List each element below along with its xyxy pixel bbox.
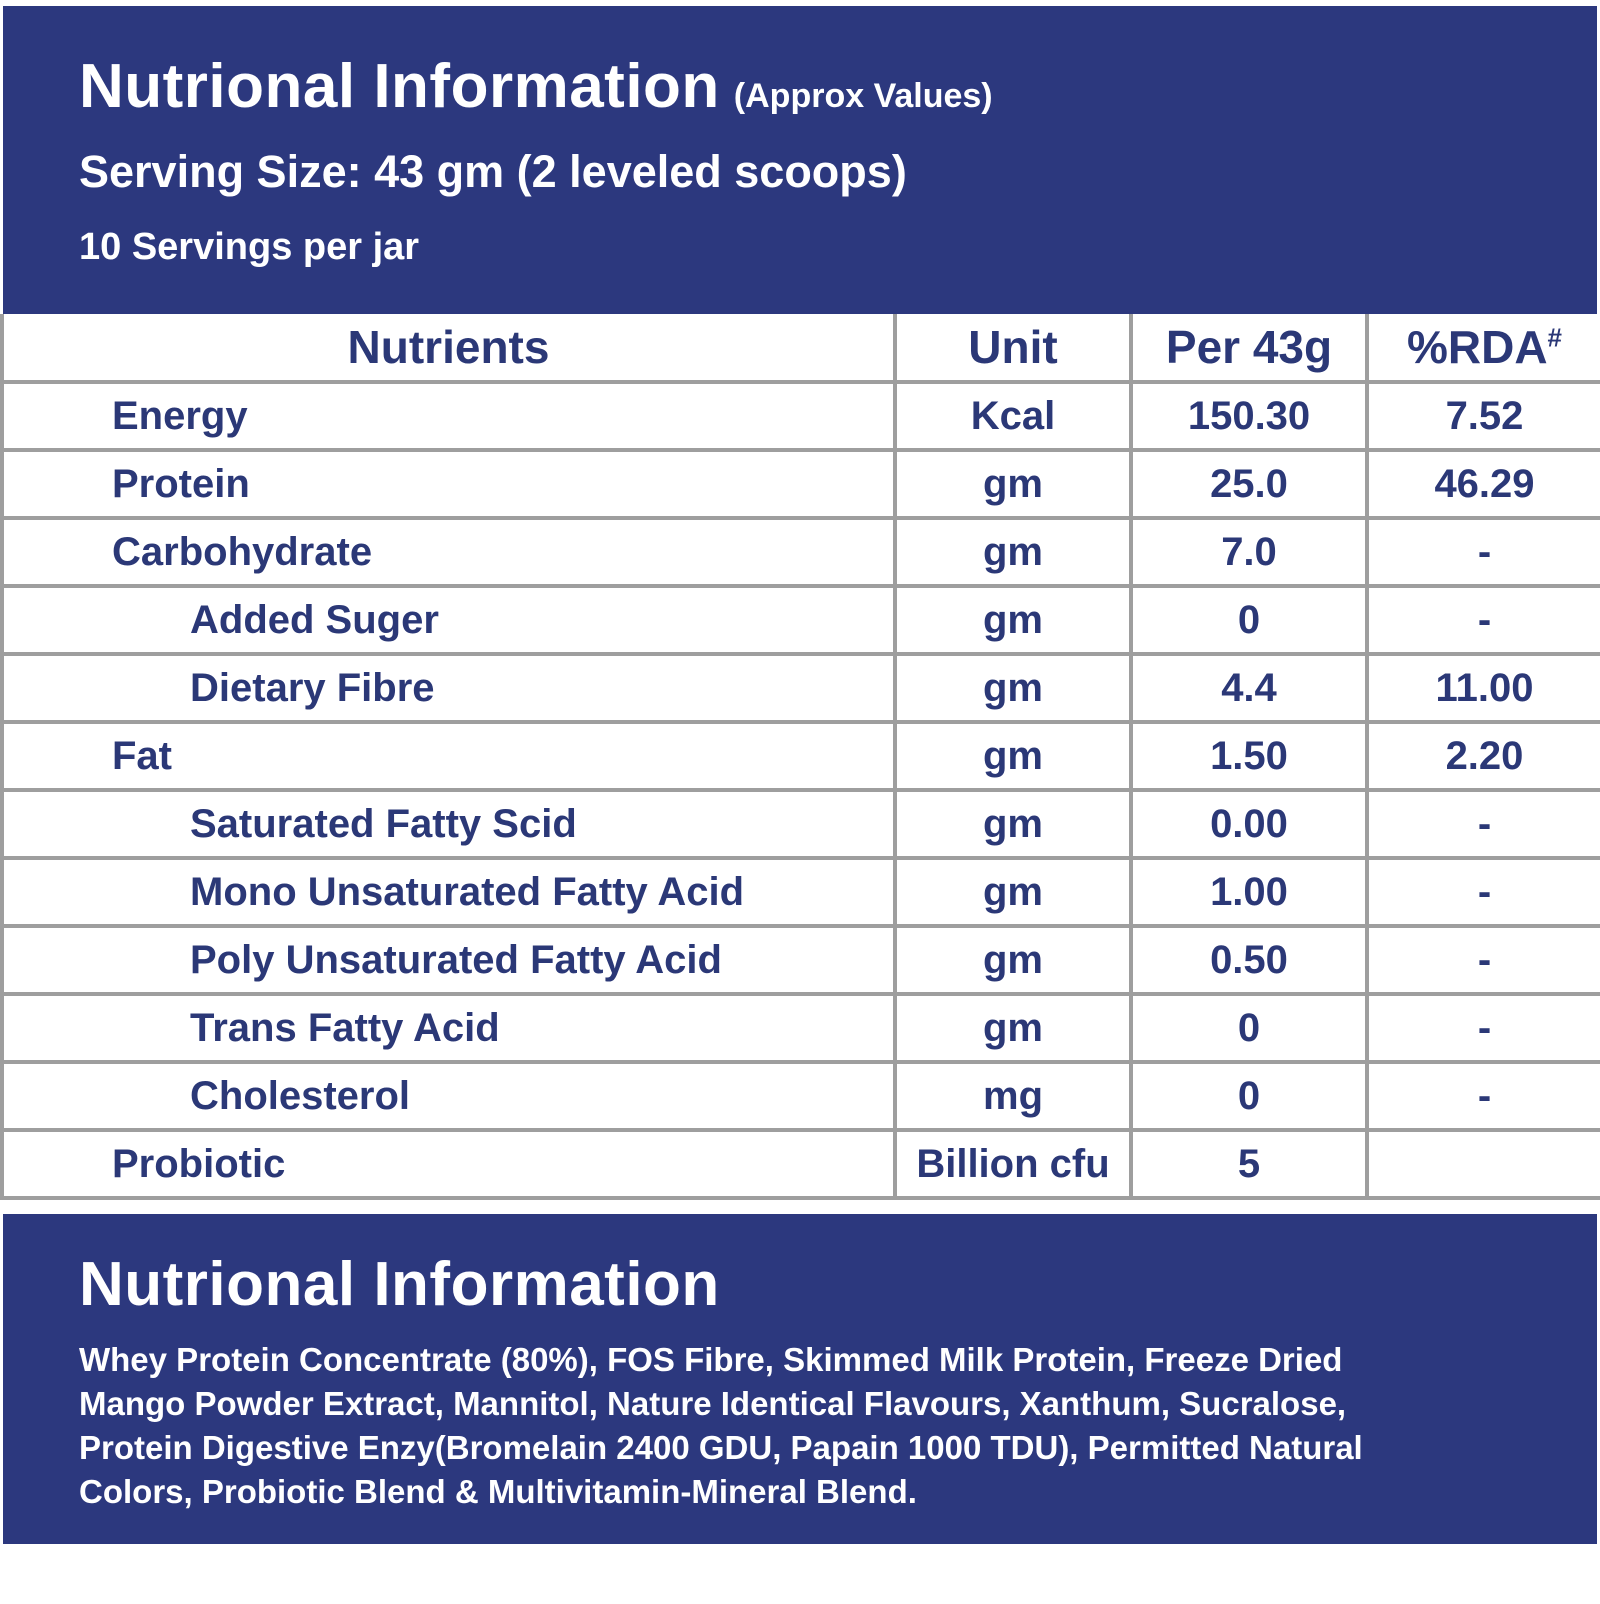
nutrient-per-43g: 150.30 bbox=[1129, 380, 1369, 452]
nutrient-unit: gm bbox=[893, 720, 1133, 792]
nutrient-unit: Billion cfu bbox=[893, 1128, 1133, 1200]
nutrient-rda: 2.20 bbox=[1365, 720, 1600, 792]
nutrient-rda bbox=[1365, 1128, 1600, 1200]
nutrient-name: Saturated Fatty Scid bbox=[0, 788, 897, 860]
nutrient-rda: - bbox=[1365, 924, 1600, 996]
nutrients-table: Nutrients Unit Per 43g %RDA# Energy Kcal 1… bbox=[0, 314, 1600, 1200]
nutrient-name: Trans Fatty Acid bbox=[0, 992, 897, 1064]
ingredients-list-text: Whey Protein Concentrate (80%), FOS Fibr… bbox=[79, 1341, 1363, 1511]
nutrient-name: Poly Unsaturated Fatty Acid bbox=[0, 924, 897, 996]
nutrient-name: Added Suger bbox=[0, 584, 897, 656]
servings-per-jar-text: 10 Servings per jar bbox=[79, 226, 420, 269]
table-row: Energy Kcal 150.30 7.52 bbox=[0, 380, 1600, 452]
nutrient-unit: gm bbox=[893, 516, 1133, 588]
ingredients-section: Nutrional Information Whey Protein Conce… bbox=[3, 1214, 1597, 1544]
table-row: Cholesterol mg 0- bbox=[0, 1060, 1600, 1132]
table-row: Mono Unsaturated Fatty Acid gm 1.00- bbox=[0, 856, 1600, 928]
nutrient-name: Fat bbox=[0, 720, 897, 792]
table-row: Trans Fatty Acid gm 0- bbox=[0, 992, 1600, 1064]
nutrient-rda: - bbox=[1365, 516, 1600, 588]
table-header-row: Nutrients Unit Per 43g %RDA# bbox=[0, 314, 1600, 384]
nutrient-per-43g: 1.50 bbox=[1129, 720, 1369, 792]
nutrients-table-header: Nutrients Unit Per 43g %RDA# bbox=[0, 314, 1600, 384]
nutrient-rda: 46.29 bbox=[1365, 448, 1600, 520]
approx-values-note: (Approx Values) bbox=[733, 77, 993, 115]
table-row: Poly Unsaturated Fatty Acid gm 0.50- bbox=[0, 924, 1600, 996]
table-row: Protein gm 25.0 46.29 bbox=[0, 448, 1600, 520]
nutrient-per-43g: 0 bbox=[1129, 992, 1369, 1064]
nutrient-name: Protein bbox=[0, 448, 897, 520]
column-header-unit: Unit bbox=[893, 314, 1133, 384]
table-row: Dietary Fibre gm 4.4 11.00 bbox=[0, 652, 1600, 724]
nutrient-unit: gm bbox=[893, 788, 1133, 860]
nutrient-per-43g: 25.0 bbox=[1129, 448, 1369, 520]
nutrient-unit: mg bbox=[893, 1060, 1133, 1132]
header-title-row: Nutrional Information (Approx Values) bbox=[79, 50, 1557, 124]
rda-label: %RDA bbox=[1406, 321, 1548, 373]
nutrient-name: Probiotic bbox=[0, 1128, 897, 1200]
page-title: Nutrional Information bbox=[79, 52, 720, 121]
nutrient-unit: gm bbox=[893, 992, 1133, 1064]
nutrient-name: Mono Unsaturated Fatty Acid bbox=[0, 856, 897, 928]
rda-footnote-marker: # bbox=[1547, 322, 1563, 353]
nutrient-rda: - bbox=[1365, 584, 1600, 656]
table-row: Probiotic Billion cfu 5 bbox=[0, 1128, 1600, 1200]
column-header-per-43g: Per 43g bbox=[1129, 314, 1369, 384]
nutrient-name: Cholesterol bbox=[0, 1060, 897, 1132]
nutrient-rda: - bbox=[1365, 992, 1600, 1064]
nutrient-per-43g: 0.50 bbox=[1129, 924, 1369, 996]
nutrient-unit: gm bbox=[893, 448, 1133, 520]
nutrient-per-43g: 0.00 bbox=[1129, 788, 1369, 860]
table-row: Fat gm 1.50 2.20 bbox=[0, 720, 1600, 792]
nutrient-per-43g: 7.0 bbox=[1129, 516, 1369, 588]
nutrient-unit: gm bbox=[893, 924, 1133, 996]
nutrient-per-43g: 1.00 bbox=[1129, 856, 1369, 928]
nutrient-unit: gm bbox=[893, 856, 1133, 928]
table-row: Saturated Fatty Scid gm 0.00- bbox=[0, 788, 1600, 860]
nutrient-name: Energy bbox=[0, 380, 897, 452]
nutrient-rda: - bbox=[1365, 1060, 1600, 1132]
serving-size-text: Serving Size: 43 gm (2 leveled scoops) bbox=[79, 146, 907, 198]
nutrient-name: Dietary Fibre bbox=[0, 652, 897, 724]
column-header-rda: %RDA# bbox=[1365, 314, 1600, 384]
column-header-nutrients: Nutrients bbox=[0, 314, 897, 384]
nutrient-unit: Kcal bbox=[893, 380, 1133, 452]
header-section: Nutrional Information (Approx Values) Se… bbox=[3, 6, 1597, 314]
nutrient-per-43g: 0 bbox=[1129, 1060, 1369, 1132]
table-row: Added Suger gm 0- bbox=[0, 584, 1600, 656]
ingredients-section-title: Nutrional Information bbox=[79, 1250, 720, 1319]
nutrient-rda: 7.52 bbox=[1365, 380, 1600, 452]
nutrient-per-43g: 4.4 bbox=[1129, 652, 1369, 724]
nutrient-unit: gm bbox=[893, 652, 1133, 724]
table-row: Carbohydrate gm 7.0- bbox=[0, 516, 1600, 588]
nutrient-per-43g: 5 bbox=[1129, 1128, 1369, 1200]
nutrient-rda: 11.00 bbox=[1365, 652, 1600, 724]
nutrient-rda: - bbox=[1365, 856, 1600, 928]
nutrient-per-43g: 0 bbox=[1129, 584, 1369, 656]
nutrient-unit: gm bbox=[893, 584, 1133, 656]
nutrient-name: Carbohydrate bbox=[0, 516, 897, 588]
nutrient-rda: - bbox=[1365, 788, 1600, 860]
nutrients-table-body: Energy Kcal 150.30 7.52 Protein gm 25.0 46.29 Ca… bbox=[0, 380, 1600, 1200]
